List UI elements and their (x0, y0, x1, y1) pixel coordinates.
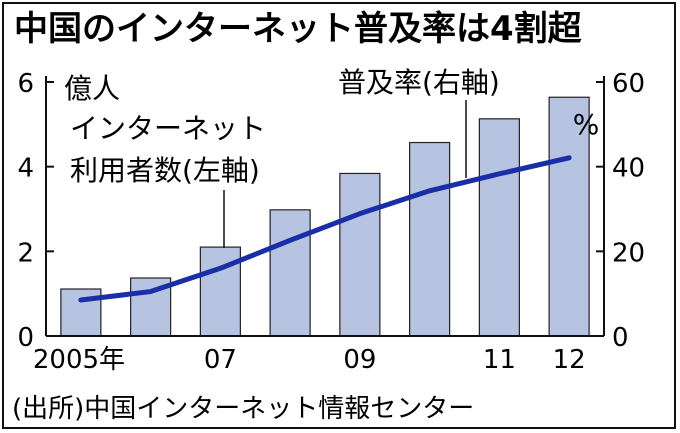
x-axis-ticks: 2005年 07 09 11 12 (33, 345, 586, 375)
bar-7 (548, 96, 590, 337)
line-group (78, 155, 572, 303)
right-tick-label-20: 20 (612, 238, 645, 268)
chart-frame (2, 2, 676, 429)
right-tick-label-0: 0 (612, 323, 629, 353)
x-tick-label-7: 12 (553, 345, 586, 375)
bar-3 (269, 209, 311, 337)
x-tick-label-2: 07 (204, 345, 237, 375)
right-tick-label-40: 40 (612, 154, 645, 184)
left-tick-label-4: 4 (17, 154, 34, 184)
right-axis-unit: % (573, 108, 600, 141)
left-tick-label-2: 2 (17, 238, 34, 268)
line-series-path (78, 155, 572, 303)
left-axis-unit: 億人 (64, 72, 120, 105)
bar-series-label-line1: インターネット (70, 112, 266, 145)
line-series-label: 普及率(右軸) (338, 66, 500, 99)
x-tick-label-4: 09 (343, 345, 376, 375)
bar-5 (409, 141, 451, 337)
left-tick-label-6: 6 (17, 69, 34, 99)
bar-6 (478, 118, 520, 337)
chart-title: 中国のインターネット普及率は4割超 (14, 9, 583, 49)
x-tick-label-6: 11 (483, 345, 516, 375)
left-tick-label-0: 0 (17, 323, 34, 353)
source-note: (出所)中国インターネット情報センター (12, 394, 474, 424)
left-axis-ticks: 0 2 4 6 (17, 69, 54, 353)
right-tick-label-60: 60 (612, 69, 645, 99)
x-tick-label-0: 2005年 (33, 345, 125, 375)
right-axis-ticks: 0 20 40 60 (596, 69, 645, 353)
bar-4 (339, 172, 381, 337)
bar-series-label-line2: 利用者数(左軸) (70, 154, 260, 187)
